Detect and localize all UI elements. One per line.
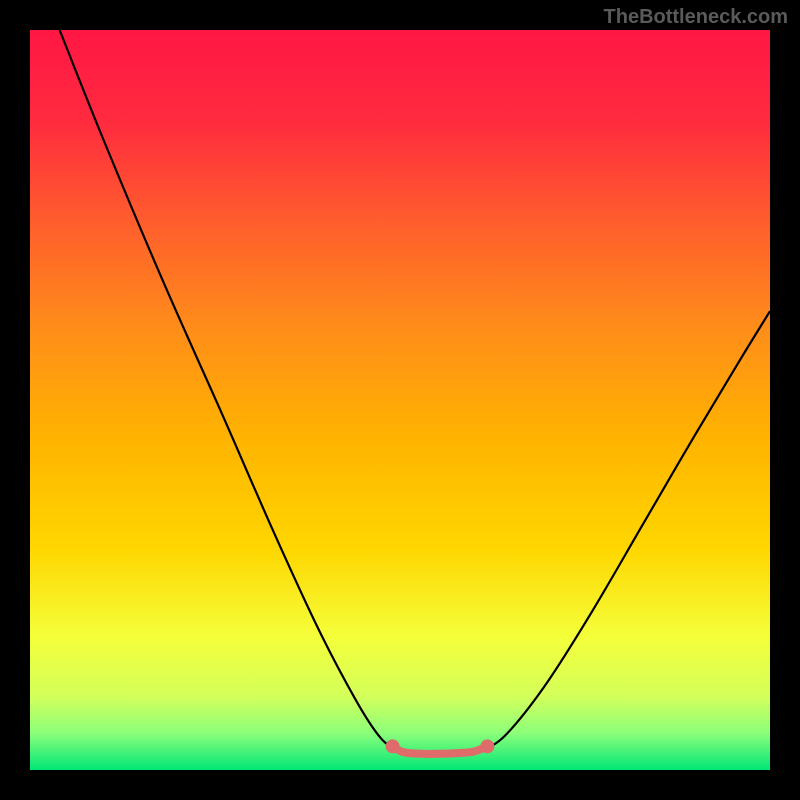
watermark-text: TheBottleneck.com — [604, 6, 788, 29]
bottleneck-marker — [480, 739, 494, 753]
bottleneck-curve-chart — [30, 30, 770, 770]
chart-area — [30, 30, 770, 770]
chart-container: TheBottleneck.com — [0, 0, 800, 800]
bottleneck-marker — [386, 739, 400, 753]
